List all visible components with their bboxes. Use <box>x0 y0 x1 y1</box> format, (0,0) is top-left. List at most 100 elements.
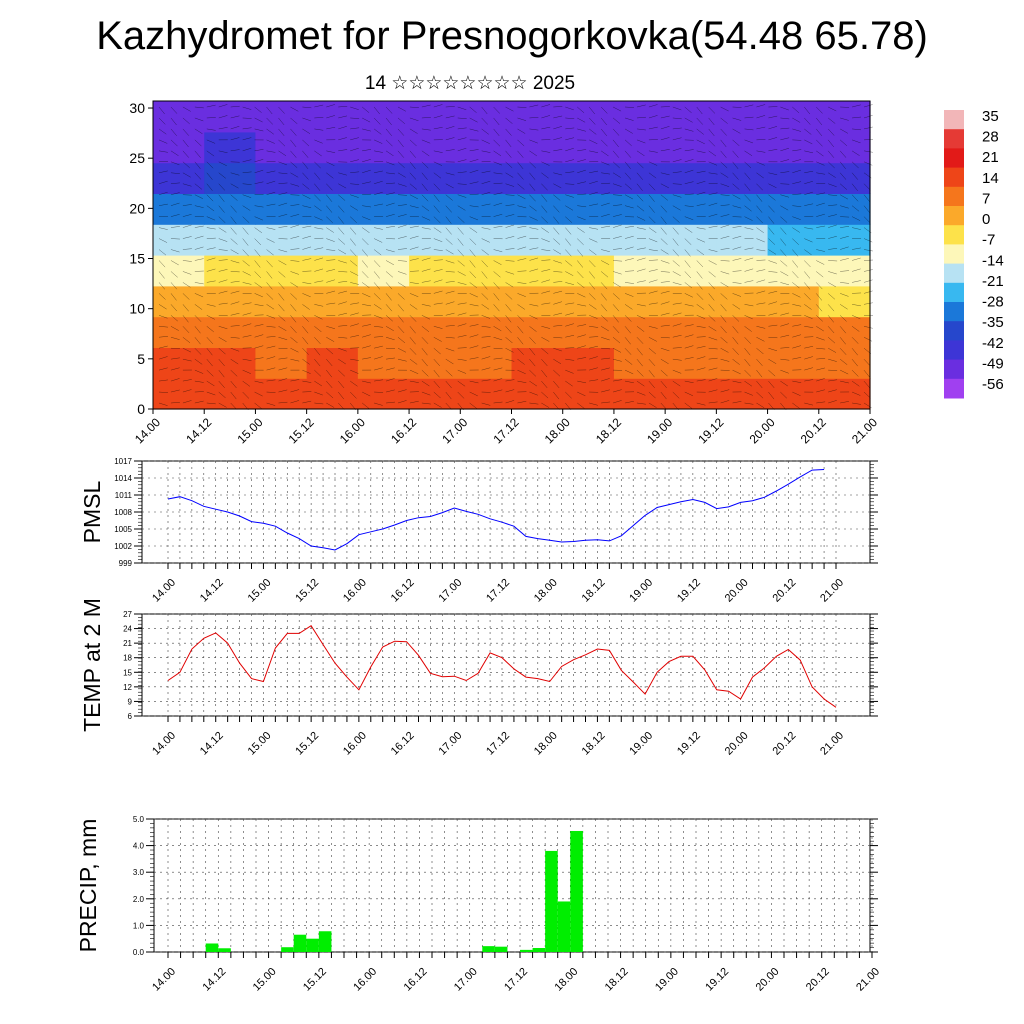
wind-barb <box>218 161 227 167</box>
y-tick-label: 24 <box>123 625 132 634</box>
x-tick-label: 17.00 <box>436 577 464 605</box>
wind-barb <box>158 170 168 174</box>
colorbar-swatch <box>944 244 964 265</box>
wind-barb <box>409 225 419 228</box>
x-tick-label: 17.12 <box>484 730 512 758</box>
wind-barb <box>588 293 596 300</box>
wind-barb <box>445 149 455 152</box>
wind-barb <box>601 225 611 228</box>
wind-barb <box>565 249 572 257</box>
temp-cell <box>665 101 717 133</box>
temp-cell <box>562 162 615 194</box>
wind-barb <box>170 161 180 166</box>
wind-barb <box>612 400 622 404</box>
wind-barb <box>373 304 382 310</box>
wind-barb <box>672 238 679 246</box>
temp-cell <box>716 162 769 194</box>
wind-barb <box>624 337 631 345</box>
wind-barb <box>409 337 416 345</box>
wind-barb <box>421 348 428 356</box>
wind-barb <box>170 202 180 206</box>
wind-barb <box>565 127 575 130</box>
temp-cell <box>306 316 359 348</box>
wind-barb <box>648 302 658 305</box>
wind-barb <box>421 326 430 332</box>
temp-cell <box>511 162 564 194</box>
wind-barb <box>517 194 526 200</box>
wind-barb <box>840 293 849 297</box>
wind-barb <box>851 104 861 108</box>
wind-barb <box>684 106 692 114</box>
wind-barb <box>469 149 479 152</box>
wind-barb <box>290 106 299 112</box>
wind-barb <box>326 238 335 242</box>
wind-barb <box>529 257 539 261</box>
temp-cell <box>357 101 410 133</box>
wind-barb <box>194 380 204 383</box>
wind-barb <box>421 257 431 261</box>
wind-barb <box>624 128 633 134</box>
wind-barb <box>744 205 752 212</box>
x-tick-label: 17.12 <box>484 577 512 605</box>
wind-barb <box>816 271 824 278</box>
wind-barb <box>816 213 825 217</box>
wind-barb <box>756 205 763 213</box>
wind-barb <box>565 334 575 338</box>
wind-barb <box>194 183 203 190</box>
wind-barb <box>851 150 860 156</box>
wind-barb <box>744 161 752 169</box>
wind-barb <box>577 391 586 397</box>
wind-barb <box>541 205 548 213</box>
wind-barb <box>636 216 646 221</box>
wind-barb <box>254 181 264 184</box>
temp-cell <box>306 224 359 256</box>
wind-barb <box>433 161 443 166</box>
wind-barb <box>505 128 512 136</box>
wind-barb <box>314 348 321 356</box>
wind-barb <box>684 216 694 221</box>
wind-barb <box>469 216 479 221</box>
x-tick-label: 19.12 <box>675 577 703 605</box>
wind-barb <box>397 236 407 239</box>
wind-barb <box>804 315 813 319</box>
wind-barb <box>756 115 766 119</box>
wind-barb <box>170 226 180 228</box>
wind-barb <box>170 117 177 126</box>
wind-barb <box>672 282 682 286</box>
wind-barb <box>457 194 467 198</box>
wind-barb <box>326 172 334 179</box>
wind-barb <box>660 238 668 245</box>
wind-barb <box>170 315 178 322</box>
wind-barb <box>708 401 718 404</box>
wind-barb <box>290 326 297 334</box>
wind-barb <box>612 271 622 275</box>
wind-barb <box>732 348 739 355</box>
wind-barb <box>624 304 633 310</box>
wind-barb <box>589 356 598 360</box>
wind-barb <box>361 271 369 279</box>
wind-barb <box>350 369 359 374</box>
wind-barb <box>708 182 718 184</box>
temp-cell <box>204 101 257 133</box>
wind-barb <box>851 391 861 396</box>
wind-barb <box>684 193 694 195</box>
wind-barb <box>266 402 276 406</box>
wind-barb <box>529 128 539 131</box>
wind-barb <box>565 238 572 246</box>
wind-barb <box>577 345 586 349</box>
wind-barb <box>469 249 476 257</box>
wind-barb <box>839 337 846 345</box>
wind-barb <box>672 380 681 387</box>
wind-barb <box>314 247 324 250</box>
wind-barb <box>636 172 643 180</box>
wind-barb <box>206 304 216 307</box>
wind-barb <box>816 326 824 332</box>
wind-barb <box>314 117 324 119</box>
wind-barb <box>804 293 811 300</box>
wind-barb <box>242 380 251 387</box>
wind-barb <box>350 260 358 267</box>
temp-cell <box>716 285 769 318</box>
wind-barb <box>660 205 668 213</box>
wind-barb <box>230 336 240 339</box>
wind-barb <box>577 238 584 246</box>
